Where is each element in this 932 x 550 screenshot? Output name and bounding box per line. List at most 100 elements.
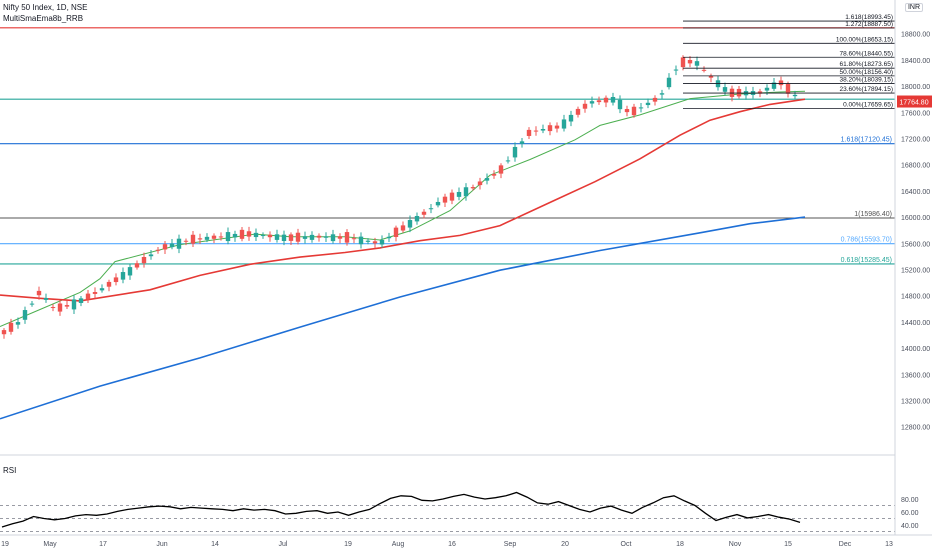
candle-body bbox=[610, 96, 616, 103]
time-tick-label: Jun bbox=[156, 541, 167, 548]
moving-average-mid bbox=[0, 98, 806, 302]
candle-body bbox=[659, 93, 665, 95]
candle-body bbox=[106, 281, 112, 287]
time-tick-label: 16 bbox=[448, 541, 456, 548]
fib-level-label: 23.60%(17894.15) bbox=[840, 86, 894, 93]
candle-body bbox=[722, 87, 728, 92]
candle-body bbox=[309, 234, 315, 240]
time-tick-label: 20 bbox=[561, 541, 569, 548]
fib-level-label: 78.60%(18440.55) bbox=[840, 50, 894, 57]
candle-body bbox=[687, 59, 693, 64]
candle-body bbox=[190, 234, 196, 244]
currency-badge[interactable]: INR bbox=[904, 3, 923, 12]
candle-body bbox=[211, 235, 217, 239]
candle-body bbox=[701, 69, 707, 71]
moving-average-short bbox=[0, 90, 806, 327]
candle-body bbox=[792, 94, 798, 97]
candle-body bbox=[323, 236, 329, 238]
candle-body bbox=[778, 80, 784, 86]
fib-level-label: 100.00%(18653.15) bbox=[836, 36, 893, 43]
candle-body bbox=[470, 187, 476, 189]
price-tick-label: 16400.00 bbox=[901, 189, 930, 196]
candle-body bbox=[8, 322, 14, 332]
price-tick-label: 17200.00 bbox=[901, 137, 930, 144]
time-tick-label: Nov bbox=[729, 541, 742, 548]
candle-body bbox=[771, 82, 777, 89]
price-tick-label: 16800.00 bbox=[901, 163, 930, 170]
candle-body bbox=[141, 257, 147, 264]
candle-body bbox=[624, 109, 630, 113]
price-tick-label: 15200.00 bbox=[901, 268, 930, 275]
candle-body bbox=[57, 303, 63, 312]
fib-level-label: 38.20%(18039.15) bbox=[840, 77, 894, 84]
candle-body bbox=[113, 277, 119, 283]
candle-body bbox=[463, 187, 469, 197]
candle-body bbox=[484, 178, 490, 181]
candle-body bbox=[232, 233, 238, 238]
last-price-tag bbox=[897, 95, 932, 108]
time-tick-label: 18 bbox=[676, 541, 684, 548]
price-tick-label: 13600.00 bbox=[901, 372, 930, 379]
price-tick-label: 16000.00 bbox=[901, 215, 930, 222]
chart-symbol-title: Nifty 50 Index, 1D, NSE bbox=[3, 3, 88, 12]
time-tick-label: 19 bbox=[344, 541, 352, 548]
candle-body bbox=[666, 77, 672, 88]
candle-body bbox=[498, 165, 504, 174]
candle-body bbox=[344, 232, 350, 243]
candle-body bbox=[554, 125, 560, 129]
rsi-tick-label: 80.00 bbox=[901, 497, 919, 504]
candle-body bbox=[652, 97, 658, 102]
candle-body bbox=[337, 236, 343, 239]
price-tick-label: 17600.00 bbox=[901, 110, 930, 117]
time-tick-label: 13 bbox=[885, 541, 893, 548]
candle-body bbox=[421, 211, 427, 215]
candle-body bbox=[631, 106, 637, 116]
candle-body bbox=[673, 69, 679, 71]
price-tick-label: 18000.00 bbox=[901, 84, 930, 91]
rsi-panel: 40.00 60.00 80.00 bbox=[0, 491, 919, 532]
price-tick-label: 14400.00 bbox=[901, 320, 930, 327]
candle-body bbox=[253, 232, 259, 238]
candle-body bbox=[428, 208, 434, 210]
candle-body bbox=[400, 225, 406, 231]
candle-body bbox=[785, 83, 791, 94]
rsi-tick-label: 60.00 bbox=[901, 510, 919, 517]
time-tick-label: 14 bbox=[211, 541, 219, 548]
candle-body bbox=[407, 220, 413, 228]
time-tick-label: May bbox=[43, 541, 57, 548]
last-price-label: 17764.80 bbox=[899, 100, 928, 107]
candle-body bbox=[414, 215, 420, 222]
time-tick-label: Dec bbox=[839, 541, 852, 548]
candle-body bbox=[358, 236, 364, 245]
candle-body bbox=[561, 119, 567, 129]
candle-body bbox=[540, 128, 546, 131]
candle-body bbox=[589, 101, 595, 104]
candle-body bbox=[92, 291, 98, 294]
time-tick-label: Jul bbox=[279, 541, 288, 548]
candle-body bbox=[575, 108, 581, 115]
candle-body bbox=[29, 303, 35, 305]
time-tick-label: 19 bbox=[1, 541, 9, 548]
time-tick-label: Oct bbox=[621, 541, 632, 548]
candle-body bbox=[379, 239, 385, 245]
candle-body bbox=[71, 299, 77, 310]
candle-body bbox=[267, 234, 273, 238]
candle-body bbox=[225, 232, 231, 242]
candle-body bbox=[155, 249, 161, 251]
candle-body bbox=[295, 232, 301, 242]
time-tick-label: Sep bbox=[504, 541, 517, 548]
time-tick-label: 17 bbox=[99, 541, 107, 548]
candle-body bbox=[204, 236, 210, 240]
candle-body bbox=[365, 240, 371, 242]
candle-body bbox=[134, 263, 140, 268]
price-tick-label: 18800.00 bbox=[901, 32, 930, 39]
candle-body bbox=[526, 129, 532, 136]
candle-body bbox=[281, 234, 287, 242]
candle-body bbox=[218, 236, 224, 238]
candle-body bbox=[22, 310, 28, 320]
time-tick-label: Aug bbox=[392, 541, 405, 548]
candle-body bbox=[85, 293, 91, 300]
candle-body bbox=[477, 181, 483, 186]
candle-body bbox=[519, 141, 525, 144]
